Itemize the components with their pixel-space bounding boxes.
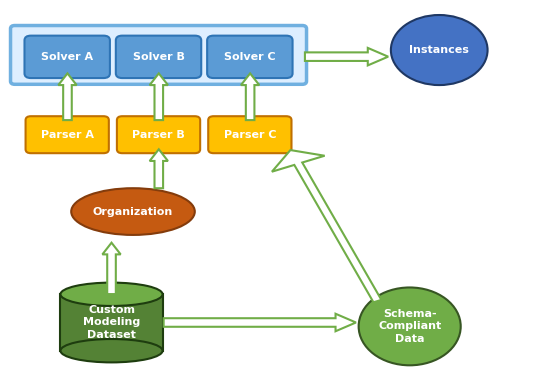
Text: Parser A: Parser A [40,130,94,140]
Ellipse shape [71,188,195,235]
Text: Instances: Instances [409,45,469,55]
Text: Solver C: Solver C [224,52,275,62]
Bar [60,294,163,351]
Text: Organization: Organization [93,207,173,216]
FancyBboxPatch shape [207,36,293,78]
Text: Parser B: Parser B [132,130,185,140]
Text: Solver B: Solver B [133,52,185,62]
Polygon shape [241,73,259,120]
FancyBboxPatch shape [25,116,109,153]
Polygon shape [272,150,381,302]
Ellipse shape [60,283,163,306]
Circle shape [391,15,488,85]
Text: Parser C: Parser C [224,130,276,140]
Polygon shape [150,73,168,120]
Ellipse shape [359,287,461,365]
Text: Schema-
Compliant
Data: Schema- Compliant Data [378,309,441,344]
Text: Solver A: Solver A [41,52,93,62]
Polygon shape [58,73,77,120]
FancyBboxPatch shape [24,36,110,78]
Polygon shape [103,243,120,294]
FancyBboxPatch shape [208,116,292,153]
FancyBboxPatch shape [116,36,201,78]
FancyBboxPatch shape [117,116,200,153]
Ellipse shape [60,339,163,362]
Polygon shape [305,48,388,65]
Text: Custom
Modeling
Dataset: Custom Modeling Dataset [83,305,140,340]
FancyBboxPatch shape [10,25,307,84]
Polygon shape [164,314,356,331]
Polygon shape [150,149,168,188]
